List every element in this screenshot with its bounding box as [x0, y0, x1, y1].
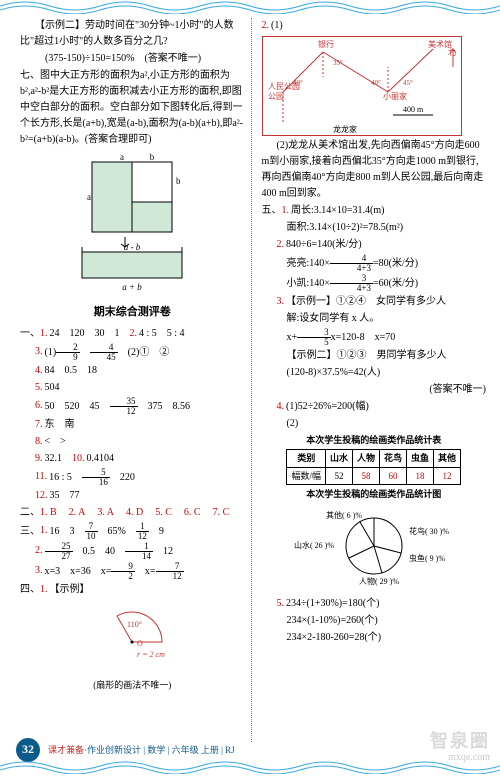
three-3: 3.x=3 x=36 x=92 x=712 — [20, 562, 245, 581]
five-5a: 5.234÷(1+30%)=180(个) — [262, 596, 487, 612]
svg-text:r = 2 cm: r = 2 cm — [137, 650, 165, 659]
svg-text:山水( 26 )%: 山水( 26 )% — [294, 540, 334, 550]
table-title: 本次学生投稿的绘画类作品统计表 — [262, 433, 487, 447]
two: 二、1. B 2. A 3. A 4. D 5. C 6. C 7. C — [20, 505, 245, 521]
svg-text:b: b — [150, 152, 155, 162]
five-3c: x+35x=120-8 x=70 — [262, 328, 487, 347]
five-2: 2.840÷6=140(米/分) — [262, 237, 487, 253]
example2-calc: (375-150)÷150=150% (答案不唯一) — [20, 51, 245, 67]
five-3d: 【示例二】①②③ 男同学有多少人 — [262, 348, 487, 364]
one-4: 4.84 0.5 18 — [20, 363, 245, 379]
one-6: 6.50 520 45 3512 375 8.56 — [20, 397, 245, 416]
square-diagram: a b a b a + b a - b — [20, 152, 245, 298]
svg-text:b: b — [176, 176, 181, 186]
five-2c: 小凯:140×34+3=60(米/分) — [262, 274, 487, 293]
one-3: 3.(1)29 445 (2)① ② — [20, 343, 245, 362]
border-top — [0, 0, 500, 14]
page-number: 32 — [16, 738, 40, 762]
five-3a: 3.【示例一】①②④ 女同学有多少人 — [262, 294, 487, 310]
svg-text:a - b: a - b — [124, 242, 141, 252]
five-1b: 面积:3.14×(10÷2)²=78.5(m²) — [262, 220, 487, 236]
border-bottom — [0, 760, 500, 774]
five-4a: 4.(1)52÷26%=200(幅) — [262, 399, 487, 415]
r-q2-text: (2)龙龙从美术馆出发,先向西偏南45°方向走600 m到小丽家,接着向西偏北3… — [262, 138, 487, 202]
map-diagram: 银行 美术馆 人民公园 公园 小丽家 龙龙家 北 35° 40° 40° 45°… — [262, 36, 462, 136]
example2: 【示例二】劳动时间在"30分钟~1小时"的人数比"超过1小时"的人数多百分之几? — [20, 18, 245, 50]
svg-text:a + b: a + b — [122, 282, 142, 292]
pie-title: 本次学生投稿的绘画类作品统计图 — [262, 487, 487, 501]
five-3e: (120-8)×37.5%=42(人) — [262, 365, 487, 381]
one: 一、1.24 120 30 1 2.4 : 5 5 : 4 — [20, 326, 245, 342]
five-4b: (2) — [262, 416, 487, 432]
footer: 32 课才兼备·作业创新设计 | 数学 | 六年级 上册 | RJ — [0, 742, 500, 758]
svg-text:40°: 40° — [293, 79, 303, 87]
svg-text:银行: 银行 — [318, 39, 334, 49]
pie-chart: 其他( 6 )% 花鸟( 30 )% 山水( 26 )% 虫鱼( 9 )% 人物… — [262, 506, 487, 592]
seven: 七、图中大正方形的面积为a²,小正方形的面积为b²,a²-b²是大正方形的面积减… — [20, 68, 245, 148]
svg-text:45°: 45° — [403, 79, 413, 87]
content: 【示例二】劳动时间在"30分钟~1小时"的人数比"超过1小时"的人数多百分之几?… — [20, 18, 486, 742]
five-5b: 234×(1-10%)=260(个) — [262, 613, 487, 629]
column-right: 2.(1) 银行 美术馆 人民公园 公园 小丽家 龙龙家 北 35° 40° 4… — [260, 18, 487, 742]
r-q2: 2.(1) 银行 美术馆 人民公园 公园 小丽家 龙龙家 北 35° 40° 4… — [262, 18, 487, 136]
stat-table: 类别山水人物花鸟虫鱼其他 幅数/幅5258601812 — [286, 449, 461, 485]
one-9: 9.32.1 10.0.4104 — [20, 451, 245, 467]
five-3f: (答案不唯一) — [262, 382, 487, 398]
svg-text:a: a — [120, 152, 124, 162]
three-2: 2.2527 0.5 40 114 12 — [20, 542, 245, 561]
column-left: 【示例二】劳动时间在"30分钟~1小时"的人数比"超过1小时"的人数多百分之几?… — [20, 18, 252, 742]
footer-text: 课才兼备·作业创新设计 | 数学 | 六年级 上册 | RJ — [48, 743, 235, 757]
sector-diagram: O 110° r = 2 cm (扇形的画法不唯一) — [20, 602, 245, 692]
svg-text:小丽家: 小丽家 — [383, 91, 407, 101]
svg-text:龙龙家: 龙龙家 — [333, 124, 357, 134]
svg-text:花鸟( 30 )%: 花鸟( 30 )% — [409, 526, 449, 536]
watermark: 智泉圈 — [430, 727, 490, 756]
svg-text:O: O — [137, 639, 143, 648]
one-11: 11.16 : 5 516 220 — [20, 468, 245, 487]
final-heading: 期末综合测评卷 — [20, 304, 245, 322]
five-3b: 解:设女同学有 x 人。 — [262, 311, 487, 327]
five-5c: 234×2-180-260=28(个) — [262, 630, 487, 646]
five-1: 五、1.周长:3.14×10=31.4(m) — [262, 203, 487, 219]
one-12: 12.35 77 — [20, 488, 245, 504]
five-2b: 亮亮:140×44+3=80(米/分) — [262, 254, 487, 273]
svg-text:人物( 29 )%: 人物( 29 )% — [359, 576, 399, 586]
four: 四、1.【示例】 — [20, 582, 245, 598]
three-1: 三、1.16 3 710 65% 112 9 — [20, 522, 245, 541]
svg-text:35°: 35° — [333, 59, 343, 67]
svg-text:虫鱼( 9 )%: 虫鱼( 9 )% — [409, 553, 445, 563]
svg-text:400 m: 400 m — [403, 105, 424, 114]
svg-text:a: a — [87, 192, 91, 202]
one-8: 8.< > — [20, 434, 245, 450]
one-5: 5.504 — [20, 380, 245, 396]
svg-text:110°: 110° — [127, 620, 142, 629]
svg-text:公园: 公园 — [268, 92, 284, 101]
svg-text:40°: 40° — [371, 79, 381, 87]
one-7: 7.东 南 — [20, 417, 245, 433]
svg-text:北: 北 — [448, 48, 456, 57]
svg-text:其他( 6 )%: 其他( 6 )% — [326, 510, 362, 520]
